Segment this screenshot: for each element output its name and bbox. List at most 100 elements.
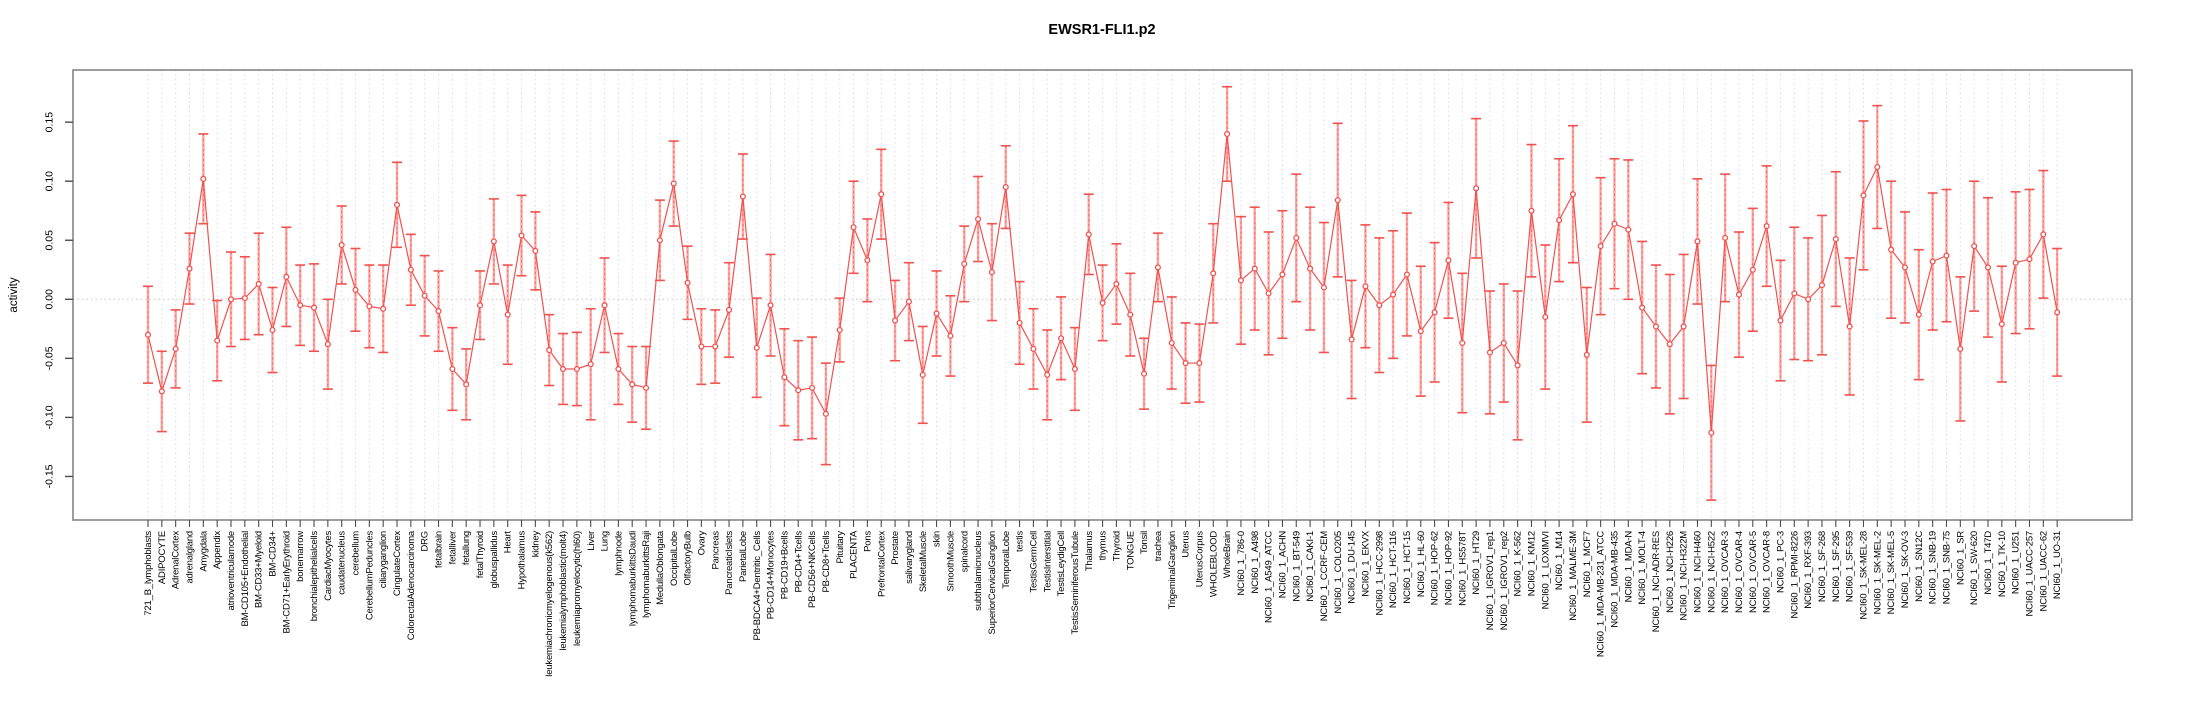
data-point xyxy=(1417,328,1424,335)
x-tick-label: MedullaOblongata xyxy=(655,530,666,605)
data-point xyxy=(1735,291,1743,298)
data-point xyxy=(1763,223,1770,230)
data-point xyxy=(435,308,442,315)
data-point xyxy=(324,341,331,348)
x-tick-label: caudatenucleus xyxy=(337,531,348,595)
data-point xyxy=(1569,191,1577,198)
data-point xyxy=(200,175,207,182)
data-point xyxy=(698,343,705,350)
data-point xyxy=(1971,243,1978,250)
x-tick-label: Pituitary xyxy=(835,531,846,564)
data-point xyxy=(1334,197,1341,204)
data-point xyxy=(421,292,428,299)
data-point xyxy=(1293,234,1300,241)
data-point xyxy=(297,302,304,309)
x-tick-label: Uterus xyxy=(1181,531,1192,558)
data-point xyxy=(518,232,525,239)
data-point xyxy=(490,238,497,245)
x-tick-label: NCI60_1_HCC-2998 xyxy=(1374,531,1385,615)
x-tick-label: leukemiachronicmyelogenous(k562) xyxy=(544,531,555,677)
data-point xyxy=(476,302,484,309)
x-tick-label: fetalbrain xyxy=(434,531,445,568)
data-point xyxy=(1791,290,1798,297)
x-tick-label: TemporalLobe xyxy=(1001,531,1012,589)
x-tick-label: lymphomaburkittsDaudi xyxy=(627,531,638,626)
x-tick-label: Ovary xyxy=(696,531,707,556)
x-tick-label: CingulateCortex xyxy=(392,531,403,597)
x-tick-label: SmoothMuscle xyxy=(945,531,956,591)
x-tick-label: NCI60_1_SNB-75 xyxy=(1942,531,1953,604)
x-tick-label: NCI60_1_SNB-19 xyxy=(1928,531,1939,604)
data-point xyxy=(684,279,691,286)
x-tick-label: NCI60_1_HT29 xyxy=(1471,531,1482,595)
x-tick-label: CardiacMyocytes xyxy=(323,531,334,601)
y-tick-label: -0.05 xyxy=(43,346,55,370)
x-tick-label: NCI60_1_HL-60 xyxy=(1416,531,1427,597)
data-point xyxy=(1459,339,1466,347)
data-point xyxy=(1777,317,1784,324)
data-point xyxy=(1915,311,1922,318)
x-tick-label: NCI60_1_UACC-257 xyxy=(2025,531,2036,617)
x-tick-label: NCI60_1_MDA-MB-435 xyxy=(1609,531,1620,628)
x-tick-label: globuspallidus xyxy=(489,531,500,589)
x-tick-label: PB-CD56+NKCells xyxy=(807,531,818,608)
x-tick-label: NCI60_1_TK-10 xyxy=(1997,531,2008,597)
x-tick-label: NCI60_1_RPMI-8226 xyxy=(1789,531,1800,618)
data-point xyxy=(1943,252,1950,259)
data-point xyxy=(1279,271,1286,278)
x-tick-label: NCI60_1_SR xyxy=(1955,531,1966,585)
data-point xyxy=(1002,184,1009,191)
x-tick-label: NCI60_1_ACHN xyxy=(1277,531,1288,599)
data-point xyxy=(1099,299,1106,306)
x-tick-label: AdrenalCortex xyxy=(171,531,182,590)
data-point xyxy=(1680,323,1687,330)
data-point xyxy=(1431,309,1438,316)
x-tick-label: subthalamicnucleus xyxy=(973,531,984,611)
data-point xyxy=(1818,282,1826,289)
x-tick-label: NCI60_1_EKVX xyxy=(1360,530,1371,597)
data-point xyxy=(366,303,373,310)
data-point xyxy=(214,337,221,344)
x-tick-label: PLACENTA xyxy=(849,530,860,579)
data-point xyxy=(241,295,248,302)
x-tick-label: lymphnode xyxy=(613,531,624,576)
data-point xyxy=(283,273,290,280)
data-point xyxy=(1611,220,1618,227)
data-point xyxy=(642,384,650,391)
x-tick-label: BM-CD34+ xyxy=(268,530,279,576)
x-tick-label: WholeBrain xyxy=(1222,531,1233,578)
x-tick-label: adrenalgland xyxy=(185,531,196,584)
data-point xyxy=(1016,319,1023,326)
data-point xyxy=(961,260,968,267)
data-point xyxy=(905,298,912,305)
x-tick-label: Heart xyxy=(503,530,514,553)
x-tick-label: leukemiapromyelocytic(hl60) xyxy=(572,531,583,646)
x-tick-label: leukemialymphoblastic(molt4) xyxy=(558,531,569,651)
data-point xyxy=(2026,256,2033,263)
data-point xyxy=(1583,351,1590,358)
x-tick-label: PB-CD19+Bcells xyxy=(779,531,790,600)
data-point xyxy=(546,347,553,354)
y-tick-label: 0.15 xyxy=(43,112,55,133)
data-point xyxy=(1403,271,1410,278)
data-point xyxy=(712,343,719,350)
data-point xyxy=(463,381,470,388)
data-point xyxy=(1998,321,2005,328)
data-point xyxy=(1141,370,1148,377)
data-point xyxy=(1085,231,1092,238)
data-point xyxy=(2012,259,2019,266)
x-tick-label: fetalThyroid xyxy=(475,531,486,578)
data-point xyxy=(933,310,940,317)
data-point xyxy=(878,191,885,198)
x-tick-label: trachea xyxy=(1153,530,1164,561)
data-point xyxy=(1376,302,1383,309)
x-tick-label: OlfactoryBulb xyxy=(683,531,694,585)
x-tick-label: NCI60_1_NCI-ADR-RES xyxy=(1651,531,1662,632)
data-layer xyxy=(143,85,2063,501)
data-point xyxy=(1957,345,1964,352)
x-tick-label: OccipitalLobe xyxy=(669,531,680,586)
data-point xyxy=(158,388,165,395)
x-tick-label: ADIPOCYTE xyxy=(157,531,168,584)
data-point xyxy=(836,326,843,334)
x-tick-label: NCI60_1_MDA-MB-231_ATCC xyxy=(1596,531,1607,657)
